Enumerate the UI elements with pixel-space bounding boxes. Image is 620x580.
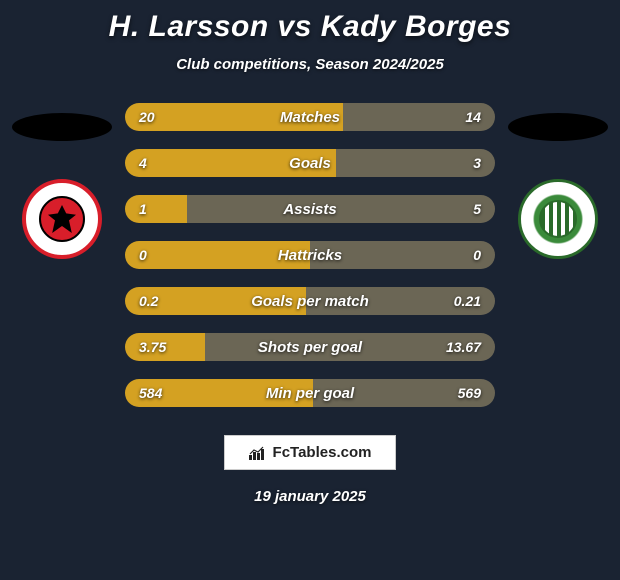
stat-left-value: 0 (139, 247, 147, 263)
stat-bar: 0.2 Goals per match 0.21 (125, 287, 495, 315)
comparison-infographic: H. Larsson vs Kady Borges Club competiti… (0, 0, 620, 580)
subtitle: Club competitions, Season 2024/2025 (176, 56, 444, 73)
stat-label: Assists (283, 201, 336, 218)
stat-label: Hattricks (278, 247, 342, 264)
page-title: H. Larsson vs Kady Borges (109, 10, 512, 44)
club-crest-right (518, 179, 598, 259)
stat-bar: 4 Goals 3 (125, 149, 495, 177)
stat-left-value: 1 (139, 201, 147, 217)
footer: FcTables.com 19 january 2025 (224, 435, 397, 505)
right-column (503, 103, 613, 259)
stat-right-value: 0 (473, 247, 481, 263)
stat-bar-content: 584 Min per goal 569 (125, 379, 495, 407)
stat-right-value: 3 (473, 155, 481, 171)
brand-chart-icon (249, 446, 267, 460)
stat-label: Shots per goal (258, 339, 362, 356)
stat-bar: 20 Matches 14 (125, 103, 495, 131)
stat-left-value: 20 (139, 109, 155, 125)
stat-label: Goals per match (251, 293, 369, 310)
stat-bar: 584 Min per goal 569 (125, 379, 495, 407)
stat-right-value: 14 (465, 109, 481, 125)
eagle-icon (48, 205, 76, 233)
player-silhouette-left (12, 113, 112, 141)
brand-box: FcTables.com (224, 435, 397, 470)
stat-bar: 3.75 Shots per goal 13.67 (125, 333, 495, 361)
stat-bar-content: 3.75 Shots per goal 13.67 (125, 333, 495, 361)
stat-bar: 1 Assists 5 (125, 195, 495, 223)
stat-bar: 0 Hattricks 0 (125, 241, 495, 269)
stat-right-value: 13.67 (446, 339, 481, 355)
stat-right-value: 5 (473, 201, 481, 217)
stat-bar-content: 4 Goals 3 (125, 149, 495, 177)
club-crest-left (22, 179, 102, 259)
stat-label: Goals (289, 155, 331, 172)
stats-bars: 20 Matches 14 4 Goals 3 1 Assists 5 0 Hattricks 0 0.… (125, 103, 495, 407)
stat-right-value: 569 (458, 385, 481, 401)
crest-inner-circle (39, 196, 85, 242)
brand-text: FcTables.com (273, 444, 372, 461)
stat-left-value: 0.2 (139, 293, 158, 309)
stat-left-value: 3.75 (139, 339, 166, 355)
stat-bar-content: 0.2 Goals per match 0.21 (125, 287, 495, 315)
stat-right-value: 0.21 (454, 293, 481, 309)
stat-bar-content: 20 Matches 14 (125, 103, 495, 131)
player-silhouette-right (508, 113, 608, 141)
crest-stripes-icon (539, 200, 577, 238)
date-text: 19 january 2025 (254, 488, 366, 505)
stat-left-value: 4 (139, 155, 147, 171)
stat-bar-content: 1 Assists 5 (125, 195, 495, 223)
main-row: 20 Matches 14 4 Goals 3 1 Assists 5 0 Hattricks 0 0.… (0, 103, 620, 407)
stat-left-value: 584 (139, 385, 162, 401)
stat-label: Min per goal (266, 385, 354, 402)
left-column (7, 103, 117, 259)
stat-bar-content: 0 Hattricks 0 (125, 241, 495, 269)
stat-label: Matches (280, 109, 340, 126)
